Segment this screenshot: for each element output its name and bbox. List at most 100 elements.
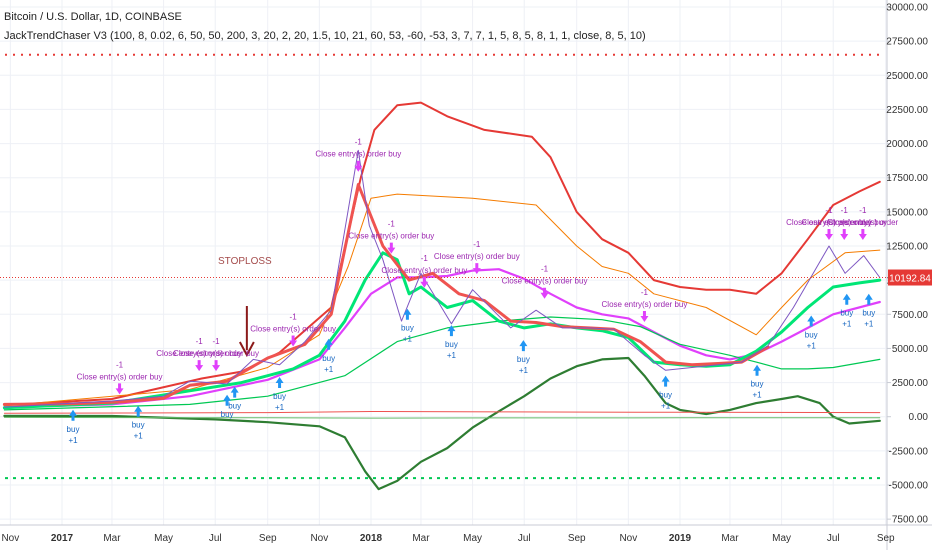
grid (0, 0, 887, 525)
sell-count-label: -1 (116, 360, 124, 369)
buy-label: +1 (519, 366, 529, 375)
buy-label: +1 (752, 391, 762, 400)
y-tick-label: -5000.00 (889, 481, 929, 492)
buy-marker: buy (228, 386, 241, 411)
sell-arrow-icon (858, 229, 867, 240)
buy-marker: buy +1 (132, 405, 145, 441)
x-tick-label: May (154, 533, 173, 544)
indicator-legend: JackTrendChaser V3 (100, 8, 0.02, 6, 50,… (4, 30, 646, 42)
y-tick-label: 22500.00 (886, 105, 928, 116)
sell-arrow-icon (387, 242, 396, 254)
sell-label: Close entry(s) order buy (315, 150, 401, 159)
buy-label: +1 (807, 342, 817, 351)
buy-label: buy (751, 380, 764, 389)
buy-label: +1 (447, 351, 457, 360)
buy-marker: buy +1 (659, 375, 672, 411)
sell-arrow-icon (289, 335, 298, 347)
buy-arrow-icon (519, 340, 528, 352)
buy-marker: buy +1 (862, 293, 875, 329)
buy-arrow-icon (842, 293, 851, 305)
x-tick-label: Nov (310, 533, 328, 544)
sell-arrow-icon (354, 160, 363, 172)
buy-arrow-icon (275, 377, 284, 389)
sell-marker: Close entry(s) order buy -1 (250, 313, 336, 347)
sell-arrow-icon (115, 383, 124, 395)
x-tick-label: May (772, 533, 791, 544)
stoploss-arrow-head (238, 341, 255, 358)
x-tick-label: Jul (518, 533, 531, 544)
buy-label: +1 (864, 320, 874, 329)
buy-marker: buy +1 (751, 364, 764, 400)
sell-label: Close entry(s) order buy (173, 349, 259, 358)
sell-arrow-icon (195, 360, 204, 372)
x-tick-label: Sep (259, 533, 277, 544)
last-price-badge-bg (888, 269, 932, 286)
sell-marker: Close entry(s) order buy -1 (315, 138, 401, 172)
sell-count-label: -1 (213, 337, 221, 346)
buy-label: +1 (661, 402, 671, 411)
buy-arrow-icon (230, 386, 239, 398)
sell-count-label: -1 (541, 265, 549, 274)
buy-label: buy (659, 391, 672, 400)
sell-label: Close entry(s) order buy (156, 349, 242, 358)
sell-marker: Close entry(s) order buy -1 (602, 288, 687, 322)
x-tick-label: Sep (568, 533, 586, 544)
buy-arrow-icon (324, 338, 333, 350)
sell-arrow-icon (640, 310, 649, 322)
buy-marker: buy +1 (322, 338, 335, 374)
series-line-9 (2, 183, 770, 406)
sell-arrow-icon (212, 360, 221, 372)
sell-count-label: -1 (841, 206, 849, 215)
sell-label: Close entry(s) order buy (381, 266, 467, 275)
buy-label: +1 (134, 432, 144, 441)
x-tick-label: Nov (1, 533, 19, 544)
x-tick-label: 2017 (51, 533, 74, 544)
x-tick-label: Sep (877, 533, 895, 544)
buy-arrow-icon (807, 315, 816, 327)
sell-marker: Close entry(s) order buy -1 (381, 254, 467, 288)
series-line-7 (3, 416, 881, 419)
y-tick-label: 17500.00 (886, 173, 928, 184)
y-tick-label: 15000.00 (886, 207, 928, 218)
stoploss-arrow (238, 306, 255, 358)
series-line-10 (3, 149, 881, 408)
sell-label: Close entry(s) order buy (786, 218, 872, 227)
series-line-1 (3, 101, 881, 407)
buy-marker: buy +1 (445, 325, 458, 360)
buy-label: buy (67, 425, 80, 434)
buy-marker: buy +1 (517, 340, 530, 375)
x-tick-label: 2018 (360, 533, 383, 544)
sell-arrow-icon (540, 287, 549, 299)
sell-count-label: -1 (641, 288, 649, 297)
buy-label: buy (132, 421, 145, 430)
chart-title: Bitcoin / U.S. Dollar, 1D, COINBASE (4, 11, 182, 23)
sell-label: Close entry(s) order buy (801, 218, 887, 227)
sell-marker: Close entry(s) order buy -1 (173, 337, 259, 372)
sell-marker: Close entry(s) order buy -1 (801, 206, 887, 240)
y-tick-label: 2500.00 (892, 378, 929, 389)
series-line-6 (3, 411, 881, 414)
last-price-badge: 10192.84 (888, 269, 932, 286)
buy-marker: buy +1 (401, 308, 414, 344)
buy-arrow-icon (403, 308, 412, 320)
buy-marker: buy +1 (840, 293, 853, 329)
buy-marker: buy +1 (805, 315, 818, 351)
y-tick-label: 30000.00 (886, 3, 928, 14)
buy-label: buy (221, 410, 234, 419)
buy-marker: buy +1 (273, 377, 286, 412)
buy-label: +1 (275, 403, 285, 412)
series-line-8 (2, 251, 882, 410)
sell-label: Close entry(s) order (828, 218, 899, 227)
sell-count-label: -1 (196, 337, 204, 346)
sell-label: Close entry(s) order buy (250, 325, 336, 334)
y-tick-label: 0.00 (909, 412, 929, 423)
x-tick-label: Jul (209, 533, 222, 544)
sell-count-label: -1 (421, 254, 429, 263)
sell-count-label: -1 (473, 240, 481, 249)
x-tick-label: Mar (103, 533, 121, 544)
buy-label: +1 (403, 335, 413, 344)
sell-label: Close entry(s) order buy (434, 252, 520, 261)
series-line-3 (3, 268, 881, 409)
